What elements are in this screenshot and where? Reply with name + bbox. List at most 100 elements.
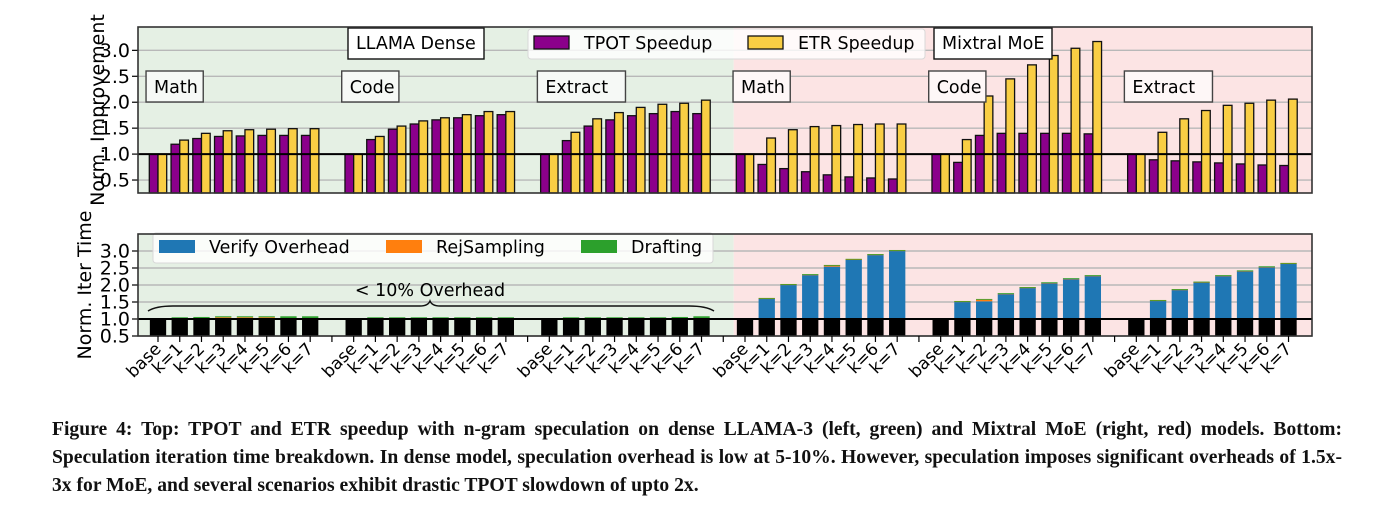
drafting-segment: [302, 316, 319, 318]
drafting-segment: [432, 317, 449, 319]
etr-bar: [179, 139, 190, 194]
etr-bar: [374, 135, 385, 194]
etr-bar: [831, 124, 842, 194]
y-axis-label: Norm. Improvement: [87, 14, 109, 206]
tpot-bar: [170, 143, 181, 194]
tpot-bar: [344, 153, 355, 194]
drafting-segment: [1171, 289, 1188, 290]
base-bar-segment: [606, 319, 623, 336]
task-label-box: [145, 70, 204, 103]
etr-bar: [570, 131, 581, 194]
base-bar-segment: [345, 319, 362, 336]
tpot-bar: [822, 174, 833, 194]
task-label: Math: [741, 78, 785, 98]
base-bar-segment: [1149, 319, 1167, 336]
etr-bar: [1157, 131, 1168, 194]
task-label: Code: [350, 78, 395, 98]
base-bar-segment: [1128, 319, 1145, 336]
base-bar-segment: [671, 319, 688, 336]
drafting-segment: [497, 317, 515, 319]
tpot-bar: [1083, 133, 1094, 194]
top-axes-frame: [137, 26, 1313, 194]
task-label: Extract: [545, 78, 608, 98]
verify-overhead-segment: [1215, 275, 1232, 319]
base-bar-segment: [388, 319, 406, 336]
tpot-bar: [409, 123, 420, 194]
etr-bar: [505, 110, 516, 194]
drafting-segment: [1193, 281, 1210, 283]
verify-overhead-segment: [1258, 266, 1275, 319]
base-bar-segment: [693, 319, 710, 336]
drafting-segment: [758, 297, 775, 299]
tpot-bar: [1213, 162, 1224, 194]
base-bar-segment: [193, 319, 210, 336]
drafting-segment: [867, 254, 884, 255]
base-bar-segment: [1215, 319, 1232, 336]
verify-overhead-segment: [975, 301, 993, 319]
etr-bar: [418, 120, 429, 194]
tpot-bar: [192, 137, 203, 194]
etr-bar: [1179, 118, 1190, 194]
y-tick-label: 1.5: [100, 118, 130, 140]
etr-bar: [439, 117, 450, 194]
etr-bar: [983, 95, 994, 194]
drafting-segment: [1062, 278, 1080, 279]
base-bar-segment: [149, 319, 167, 336]
drafting-segment: [475, 317, 493, 319]
y-tick-label: 1.0: [100, 144, 130, 166]
y-tick-label: 0.5: [100, 326, 130, 348]
task-label-box: [536, 70, 627, 103]
base-bar-segment: [258, 319, 275, 336]
y-tick-label: 0.5: [100, 170, 130, 192]
etr-bar: [244, 129, 255, 194]
legend: Verify Overhead RejSampling Drafting: [152, 232, 714, 264]
etr-bar: [548, 153, 559, 194]
drafting-segment: [215, 316, 232, 318]
legend-swatch-verify: [159, 240, 195, 253]
legend: TPOT Speedup ETR Speedup: [527, 28, 926, 60]
verify-overhead-segment: [1171, 289, 1188, 319]
base-bar-segment: [954, 319, 971, 336]
legend-frame: [527, 28, 926, 60]
legend-label-rejsampling: RejSampling: [436, 238, 545, 258]
verify-overhead-segment: [823, 266, 841, 319]
tpot-bar: [605, 119, 616, 194]
task-label: Code: [937, 78, 982, 98]
task-label-box: [732, 70, 791, 103]
legend-swatch-etr: [747, 35, 784, 50]
etr-bar: [1200, 109, 1211, 194]
y-tick-label: 3.0: [100, 241, 130, 263]
base-bar-segment: [736, 319, 754, 336]
drafting-segment: [236, 316, 254, 318]
drafting-segment: [975, 298, 993, 300]
verify-overhead-segment: [1193, 282, 1210, 319]
etr-bar: [353, 153, 364, 194]
etr-bar: [874, 123, 885, 194]
drafting-segment: [954, 300, 971, 302]
base-bar-segment: [932, 319, 949, 336]
tpot-bar: [670, 110, 681, 194]
base-bar-segment: [280, 319, 297, 336]
y-tick-label: 3.0: [100, 40, 130, 62]
tpot-bar: [561, 139, 572, 194]
legend-label-verify: Verify Overhead: [209, 238, 350, 258]
etr-bar: [1026, 64, 1037, 194]
drafting-segment: [1258, 266, 1275, 268]
tpot-bar: [735, 153, 746, 194]
model-label-llama: LLAMA Dense: [356, 34, 476, 54]
task-label: Extract: [1132, 78, 1195, 98]
tpot-bar: [800, 171, 811, 194]
etr-bar: [1005, 78, 1016, 194]
tpot-bar: [1126, 153, 1137, 194]
drafting-segment: [1041, 282, 1058, 284]
etr-bar: [483, 110, 494, 194]
drafting-segment: [649, 317, 667, 319]
tpot-bar: [453, 117, 464, 194]
drafting-segment: [780, 283, 797, 285]
base-bar-segment: [1236, 319, 1254, 336]
base-bar-segment: [1084, 319, 1102, 336]
drafting-segment: [193, 316, 210, 318]
task-label-box: [928, 70, 987, 103]
etr-bar: [592, 118, 603, 194]
